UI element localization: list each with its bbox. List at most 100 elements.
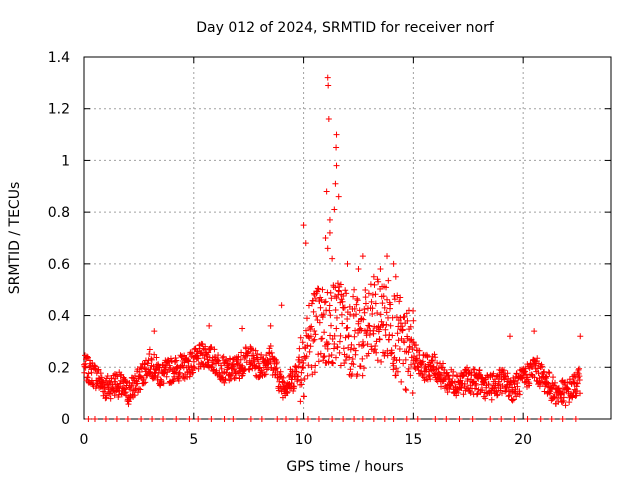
data-point (337, 332, 344, 339)
data-point (473, 382, 480, 389)
data-point (410, 317, 417, 324)
data-point (343, 325, 350, 332)
x-tick-label: 0 (80, 432, 89, 448)
data-point (370, 273, 377, 280)
data-point (237, 356, 244, 363)
data-point (326, 353, 333, 360)
data-point (324, 341, 331, 348)
data-point (221, 379, 228, 386)
data-point (319, 314, 326, 321)
data-point (358, 327, 365, 334)
data-point (362, 287, 369, 294)
data-point (413, 355, 420, 362)
data-point (388, 349, 395, 356)
data-point (354, 297, 361, 304)
data-point (280, 374, 287, 381)
data-point (460, 391, 467, 398)
data-point (206, 322, 213, 329)
data-point (307, 326, 314, 333)
data-point (311, 369, 318, 376)
data-point (313, 313, 320, 320)
x-tick-label: 5 (189, 432, 198, 448)
data-point (310, 308, 317, 315)
data-point (81, 369, 88, 376)
data-point (408, 361, 415, 368)
data-point (394, 330, 401, 337)
data-point (202, 343, 209, 350)
data-point (401, 339, 408, 346)
data-point (391, 296, 398, 303)
data-point (401, 313, 408, 320)
data-point (150, 363, 157, 370)
y-tick-label: 0.6 (48, 257, 70, 273)
data-point (370, 330, 377, 337)
data-point (375, 278, 382, 285)
data-point (274, 416, 281, 422)
data-point (359, 355, 366, 362)
data-point (334, 343, 341, 350)
data-point (351, 416, 358, 422)
data-point (319, 335, 326, 342)
data-point (312, 362, 319, 369)
axis-ticks: 0 0.2 0.4 0.6 0.8 1 1.2 1.4 0 5 10 15 20 (48, 50, 611, 448)
data-point (318, 296, 325, 303)
data-point (543, 373, 550, 380)
data-point (113, 387, 120, 394)
data-point (537, 416, 544, 422)
data-point (304, 342, 311, 349)
data-point (494, 391, 501, 398)
data-point (467, 389, 474, 396)
data-point (254, 350, 261, 357)
data-point (326, 216, 333, 223)
data-point (379, 300, 386, 307)
data-point (362, 300, 369, 307)
data-point (333, 294, 340, 301)
data-point (314, 285, 321, 292)
data-point (414, 416, 421, 422)
data-point (326, 302, 333, 309)
data-point (300, 222, 307, 229)
data-point (384, 253, 391, 260)
data-point (493, 388, 500, 395)
data-point (354, 371, 361, 378)
data-point (558, 391, 565, 398)
data-point (308, 364, 315, 371)
data-point (332, 284, 339, 291)
data-point (332, 180, 339, 187)
data-point (379, 322, 386, 329)
data-point (221, 416, 228, 422)
data-point (369, 305, 376, 312)
data-point (353, 301, 360, 308)
data-point (124, 416, 131, 422)
data-point (351, 333, 358, 340)
data-point (386, 331, 393, 338)
data-point (315, 358, 322, 365)
data-point (573, 392, 580, 399)
data-point (506, 333, 513, 340)
data-point (320, 354, 327, 361)
data-point (148, 355, 155, 362)
data-point (367, 281, 374, 288)
data-point (341, 304, 348, 311)
data-point (297, 334, 304, 341)
plot-frame (83, 56, 612, 420)
data-point (511, 416, 518, 422)
data-point (110, 372, 117, 379)
data-point (464, 364, 471, 371)
data-point (330, 360, 337, 367)
data-point (299, 364, 306, 371)
data-point (336, 349, 343, 356)
data-point (432, 416, 439, 422)
data-point (301, 393, 308, 400)
data-point (331, 332, 338, 339)
data-point (349, 356, 356, 363)
data-point (562, 402, 569, 409)
data-point (372, 300, 379, 307)
data-point (327, 312, 334, 319)
data-point (267, 322, 274, 329)
data-point (324, 245, 331, 252)
data-point (288, 380, 295, 387)
data-point (117, 380, 124, 387)
data-point (356, 341, 363, 348)
data-point (329, 255, 336, 262)
